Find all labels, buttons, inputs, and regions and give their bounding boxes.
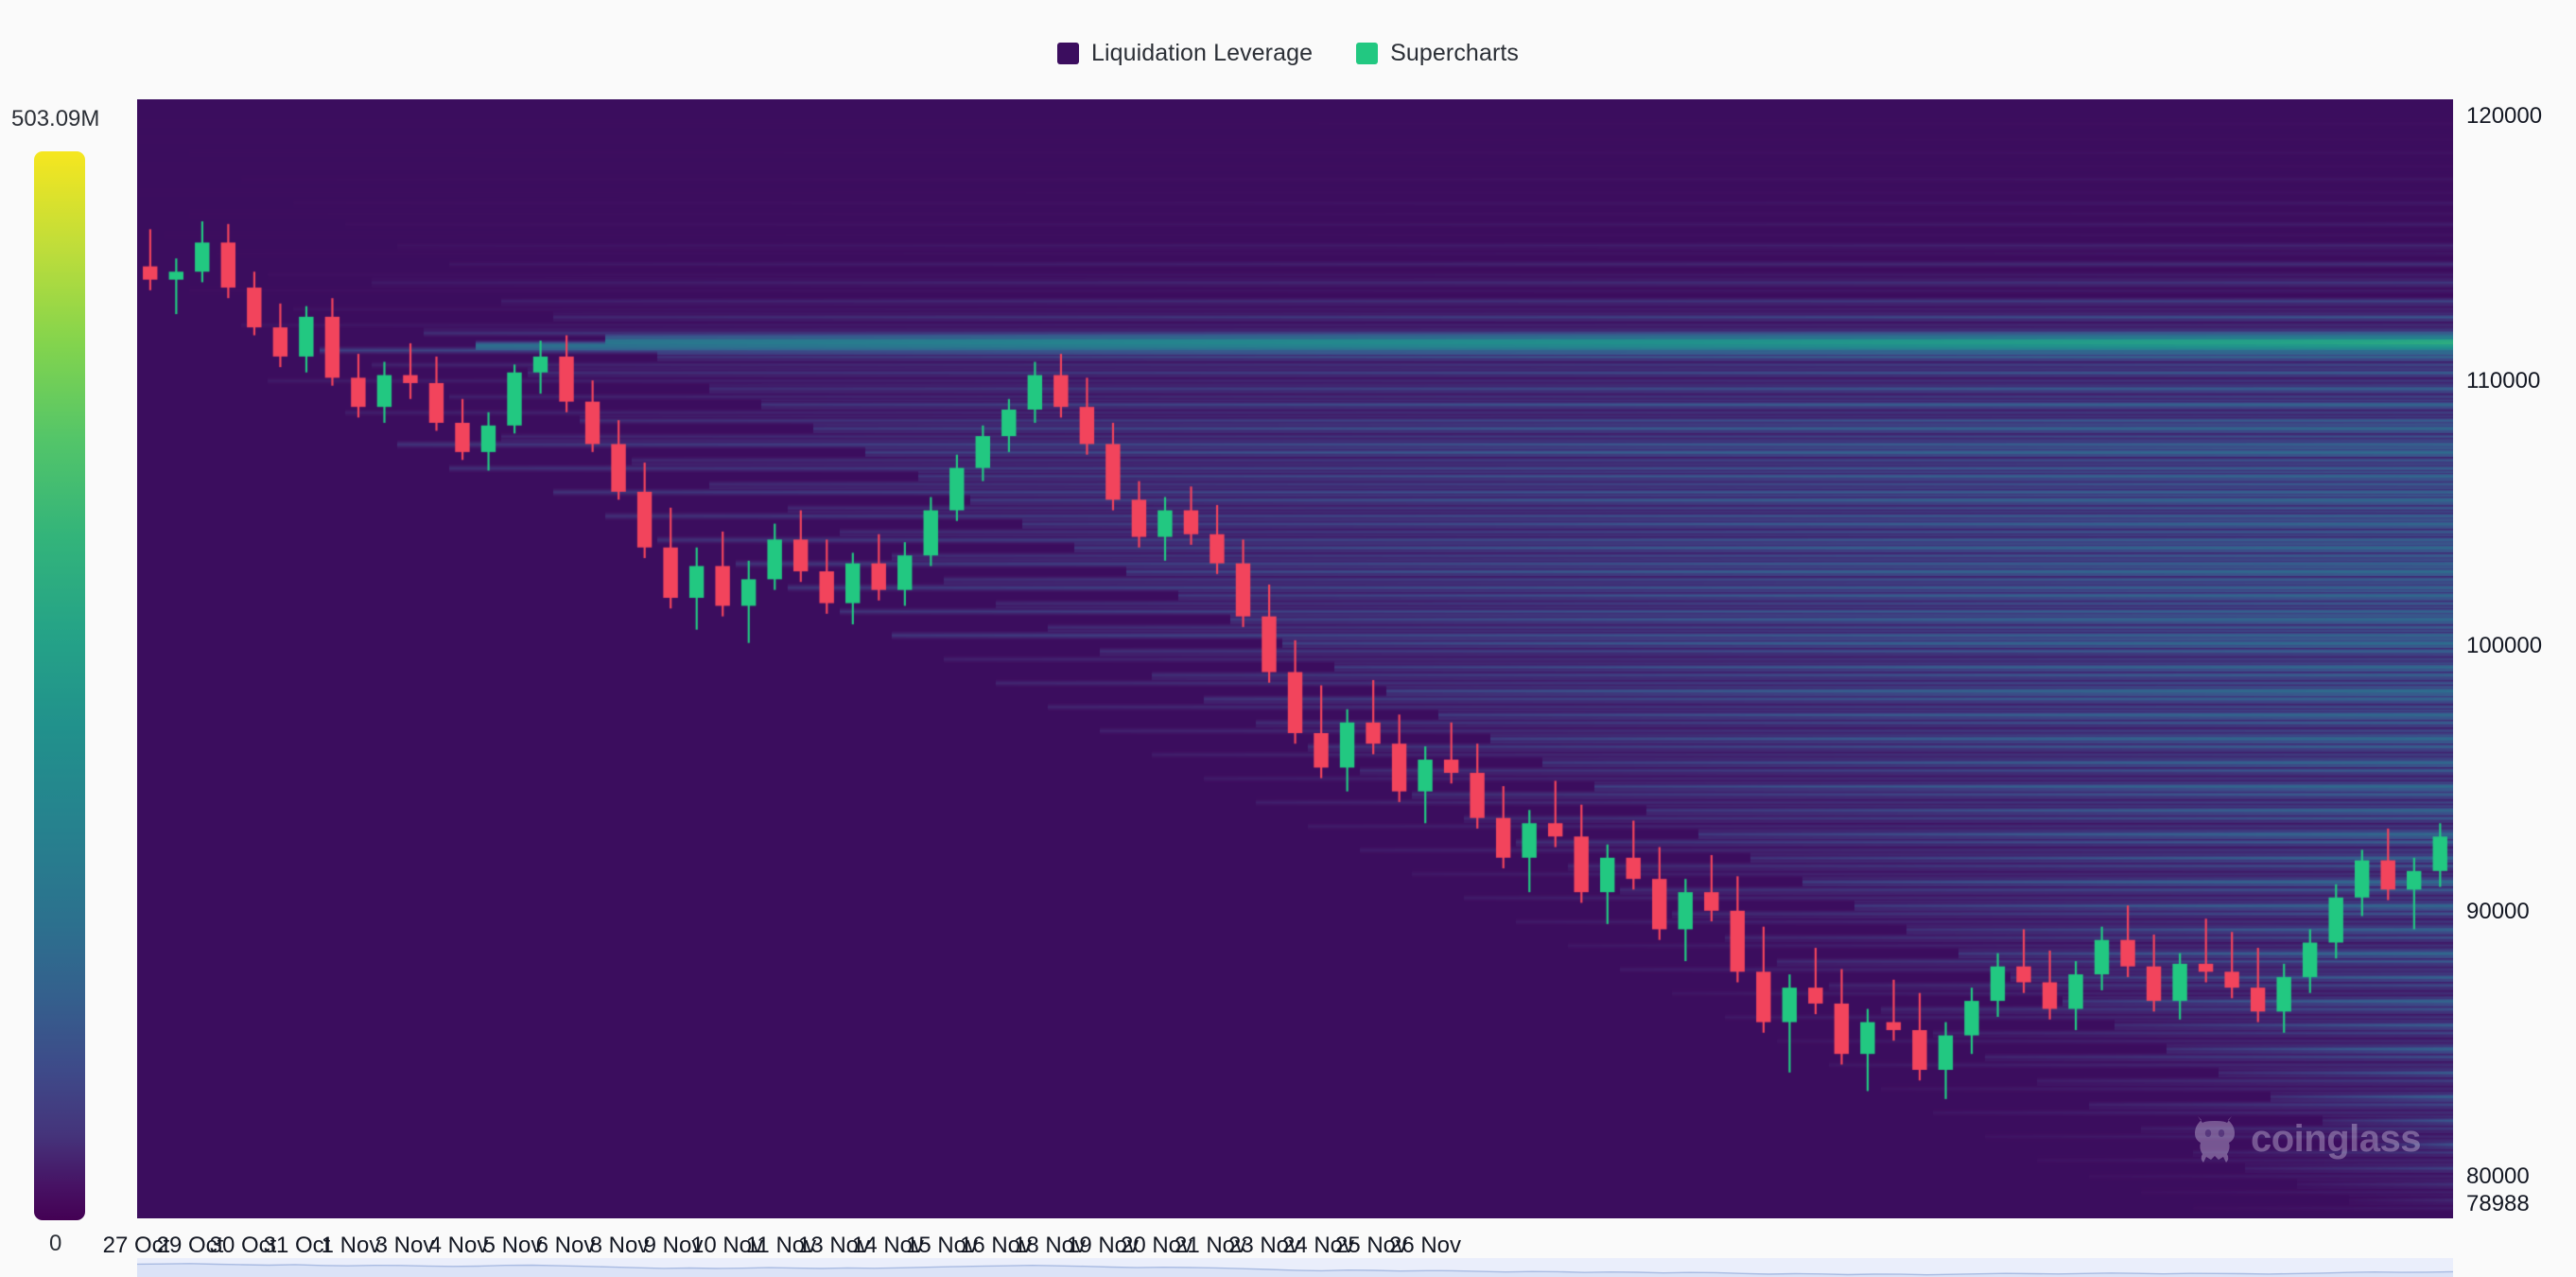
x-axis-tick: 3 Nov <box>374 1233 435 1258</box>
legend-item-supercharts[interactable]: Supercharts <box>1356 39 1520 66</box>
y-axis-tick: 110000 <box>2466 368 2541 394</box>
x-axis-tick: 25 Nov <box>1334 1233 1408 1258</box>
x-axis-tick: 8 Nov <box>589 1233 650 1258</box>
navigator-sparkline <box>137 1263 2453 1277</box>
x-axis-tick: 9 Nov <box>643 1233 704 1258</box>
x-axis: 27 Oct 29 Oct 30 Oct 31 Oct 1 Nov 3 Nov 4 Nov 5… <box>0 1233 2576 1265</box>
x-axis-tick: 21 Nov <box>1174 1233 1247 1258</box>
x-axis-tick: 6 Nov <box>535 1233 596 1258</box>
y-axis-tick: 120000 <box>2466 102 2543 129</box>
x-axis-tick: 13 Nov <box>797 1233 871 1258</box>
legend-swatch-supercharts <box>1356 42 1379 64</box>
y-axis-tick: 100000 <box>2466 633 2543 659</box>
colorbar-min-label: 0 <box>49 1231 62 1256</box>
x-axis-tick: 18 Nov <box>1013 1233 1087 1258</box>
x-axis-tick: 31 Oct <box>263 1233 331 1258</box>
x-axis-tick: 29 Oct <box>156 1233 224 1258</box>
x-axis-tick: 1 Nov <box>321 1233 381 1258</box>
x-axis-tick: 11 Nov <box>745 1233 817 1258</box>
colorbar-gradient <box>34 151 85 1220</box>
legend-item-liquidation-leverage[interactable]: Liquidation Leverage <box>1056 39 1314 66</box>
colorbar <box>34 151 85 1220</box>
x-axis-tick: 26 Nov <box>1388 1233 1462 1258</box>
x-axis-tick: 16 Nov <box>959 1233 1033 1258</box>
x-axis-tick: 30 Oct <box>209 1233 277 1258</box>
liquidation-heatmap-plot[interactable]: coinglass <box>137 99 2453 1218</box>
x-axis-tick: 15 Nov <box>905 1233 979 1258</box>
x-axis-tick: 24 Nov <box>1281 1233 1355 1258</box>
x-axis-tick: 20 Nov <box>1120 1233 1193 1258</box>
heatmap-canvas[interactable] <box>137 99 2453 1218</box>
legend-label-liquidation-leverage: Liquidation Leverage <box>1090 39 1314 66</box>
legend-label-supercharts: Supercharts <box>1390 39 1520 66</box>
x-axis-tick: 4 Nov <box>428 1233 489 1258</box>
y-axis-tick: 90000 <box>2466 898 2530 924</box>
x-axis-tick: 14 Nov <box>851 1233 925 1258</box>
x-axis-tick: 10 Nov <box>690 1233 764 1258</box>
chart-legend: Liquidation Leverage Supercharts <box>0 36 2576 70</box>
x-axis-tick: 27 Oct <box>102 1233 170 1258</box>
legend-swatch-liquidation-leverage <box>1056 42 1079 64</box>
current-price-label: 78988 <box>2466 1190 2530 1216</box>
x-axis-tick: 23 Nov <box>1227 1233 1301 1258</box>
range-navigator[interactable] <box>137 1258 2453 1277</box>
x-axis-tick: 19 Nov <box>1066 1233 1140 1258</box>
x-axis-tick: 5 Nov <box>482 1233 543 1258</box>
colorbar-max-label: 503.09M <box>11 106 100 131</box>
y-axis: 120000 110000 100000 90000 80000 78988 <box>2466 0 2576 1277</box>
y-axis-tick: 80000 <box>2466 1163 2530 1190</box>
